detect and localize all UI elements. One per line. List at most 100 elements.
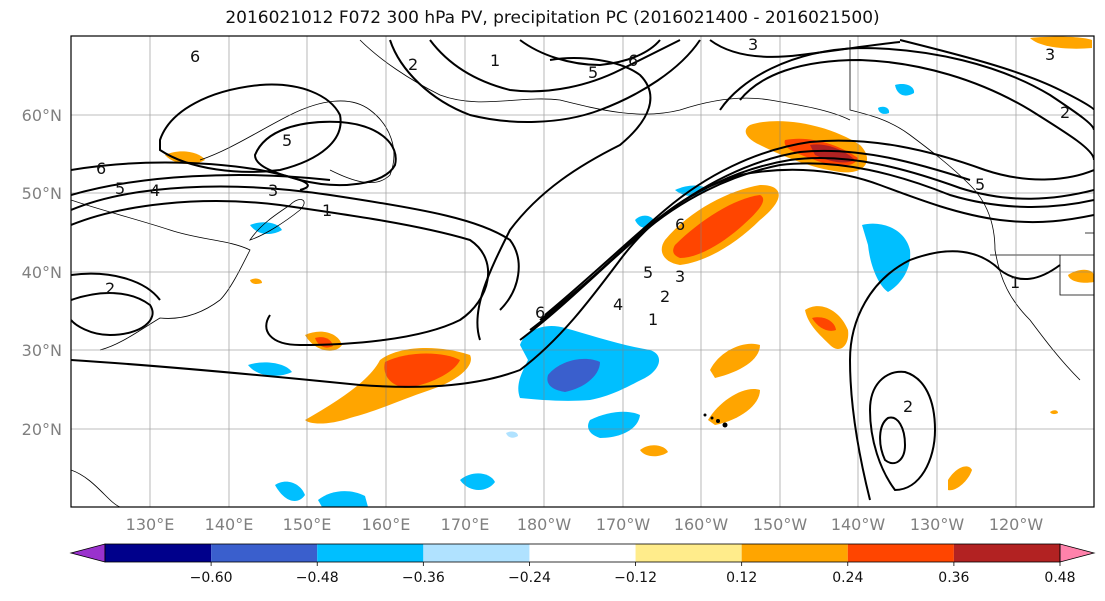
precip-core-central-pacific: [384, 353, 460, 388]
pv-contour-alaska-2: [719, 46, 1094, 131]
lon-label: 120°W: [989, 515, 1044, 534]
lat-label-20n: 20°N: [22, 420, 62, 439]
contour-label: 6: [190, 47, 200, 66]
neg-precip-dot-alaska: [878, 106, 890, 114]
contour-label: 5: [115, 179, 125, 198]
precip-patch-20n-155w: [708, 389, 760, 425]
contour-label: 6: [535, 303, 545, 322]
pv-contour-low-west: [159, 83, 342, 173]
contour-label: 5: [588, 63, 598, 82]
precip-patch-28n-155w: [710, 343, 760, 378]
precip-patch-east-edge: [1068, 269, 1094, 283]
pv-contour-1-west: [71, 200, 489, 347]
pv-contour-alaska-1: [739, 58, 1094, 161]
neg-precip-patch-20n-170w: [588, 411, 640, 438]
contour-label: 5: [643, 263, 653, 282]
lon-label: 140°E: [205, 515, 254, 534]
negative-precip-shading: [248, 83, 915, 507]
colorbar-extend-high: [1059, 543, 1096, 563]
neg-precip-patch-japan: [250, 222, 282, 235]
contour-label: 1: [648, 310, 658, 329]
colorbar-tick-label: 0.24: [832, 570, 863, 586]
lon-label: 170°W: [596, 515, 651, 534]
lon-label: 140°W: [831, 515, 886, 534]
colorbar-swatch: [635, 544, 742, 562]
colorbar-swatch: [211, 544, 318, 562]
pv-contours: [71, 39, 1094, 501]
pv-contour-north-1: [389, 39, 701, 123]
precip-core-30n-145w: [812, 317, 836, 331]
pv-contour-trough-1: [476, 57, 652, 341]
precip-dot-japan: [250, 278, 262, 284]
neg-precip-patch-alaska: [895, 83, 915, 96]
contour-label: 3: [748, 35, 758, 54]
contour-label: 5: [975, 175, 985, 194]
colorbar-tick-label: −0.48: [296, 570, 339, 586]
pv-contour-alaska-3: [899, 39, 1094, 111]
contour-label: 3: [675, 267, 685, 286]
us-borders: [990, 232, 1094, 296]
precip-patch-top-right: [1030, 36, 1092, 49]
precip-core-north-pacific: [673, 195, 764, 258]
lon-label: 160°E: [362, 515, 411, 534]
neg-precip-core-central-pacific: [547, 358, 600, 392]
pv-contour-cutoff-outer: [848, 250, 1061, 501]
precip-patch-15n-130w: [948, 466, 972, 491]
contour-label: 5: [282, 131, 292, 150]
pv-contour-jet-south: [71, 168, 1094, 388]
pv-contour-southwest-2: [71, 272, 161, 301]
colorbar-outline: [104, 543, 1061, 563]
neg-precip-dot-20n-180: [506, 431, 518, 438]
pv-contour-4-west: [71, 161, 309, 191]
contour-label: 2: [105, 279, 115, 298]
colorbar-tick-label: −0.36: [402, 570, 445, 586]
islands: [703, 413, 728, 428]
neg-precip-patch-28n-145e: [248, 362, 292, 376]
north-america-coastline: [849, 40, 1081, 381]
lon-label: 150°E: [283, 515, 332, 534]
contour-label: 3: [268, 181, 278, 200]
contour-label: 2: [408, 55, 418, 74]
lon-label: 130°E: [126, 515, 175, 534]
colorbar-tick-label: 0.48: [1044, 570, 1075, 586]
lon-label: 180°W: [517, 515, 572, 534]
lat-label-40n: 40°N: [22, 263, 62, 282]
contour-label: 6: [675, 215, 685, 234]
coastlines: [71, 39, 1094, 507]
colorbar-tick-label: 0.12: [726, 570, 757, 586]
colorbar-swatch: [317, 544, 424, 562]
lat-label-30n: 30°N: [22, 341, 62, 360]
pv-contour-north-2: [429, 39, 681, 93]
neg-precip-patch-15n-180: [460, 473, 495, 490]
precip-dot-south-east: [1050, 410, 1058, 415]
colorbar-swatch: [741, 544, 848, 562]
map-title: 2016021012 F072 300 hPa PV, precipitatio…: [225, 8, 880, 28]
pv-contour-north-4: [709, 39, 901, 58]
pv-contour-cutoff-inner: [879, 416, 907, 465]
pv-contour-southwest: [71, 292, 154, 337]
neg-precip-east-pacific: [862, 223, 911, 292]
pv-contour-north-3: [519, 39, 661, 67]
latitude-labels: 60°N 50°N 40°N 30°N 20°N: [22, 106, 62, 439]
colorbar: −0.60 −0.48 −0.36 −0.24 −0.12 0.12 0.24 0.36 0.4…: [69, 543, 1096, 586]
map-area: [71, 36, 1094, 507]
pv-contour-jet-mid-3: [539, 149, 971, 321]
precip-patch-18n-165w: [640, 445, 668, 457]
map-frame: [70, 35, 1095, 508]
colorbar-swatch: [529, 544, 636, 562]
asia-coastline: [71, 199, 251, 351]
japan-coastline: [249, 199, 305, 241]
lat-label-50n: 50°N: [22, 184, 62, 203]
pv-contour-cutoff-mid: [868, 370, 937, 492]
lon-label: 170°E: [441, 515, 490, 534]
longitude-labels: 130°E 140°E 150°E 160°E 170°E 180°W 170°…: [126, 515, 1044, 534]
contour-label: 6: [96, 159, 106, 178]
bering-coastline: [359, 39, 851, 121]
contour-label: 2: [660, 287, 670, 306]
pv-contour-jet-north: [544, 139, 1094, 316]
contour-label: 6: [628, 51, 638, 70]
colorbar-swatch: [423, 544, 530, 562]
colorbar-tick-label: 0.36: [938, 570, 969, 586]
pv-contour-2-west: [71, 185, 520, 311]
